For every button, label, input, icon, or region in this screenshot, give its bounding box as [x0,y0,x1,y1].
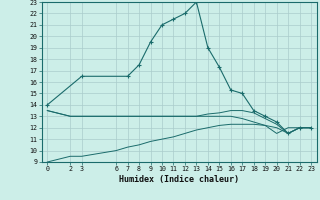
X-axis label: Humidex (Indice chaleur): Humidex (Indice chaleur) [119,175,239,184]
